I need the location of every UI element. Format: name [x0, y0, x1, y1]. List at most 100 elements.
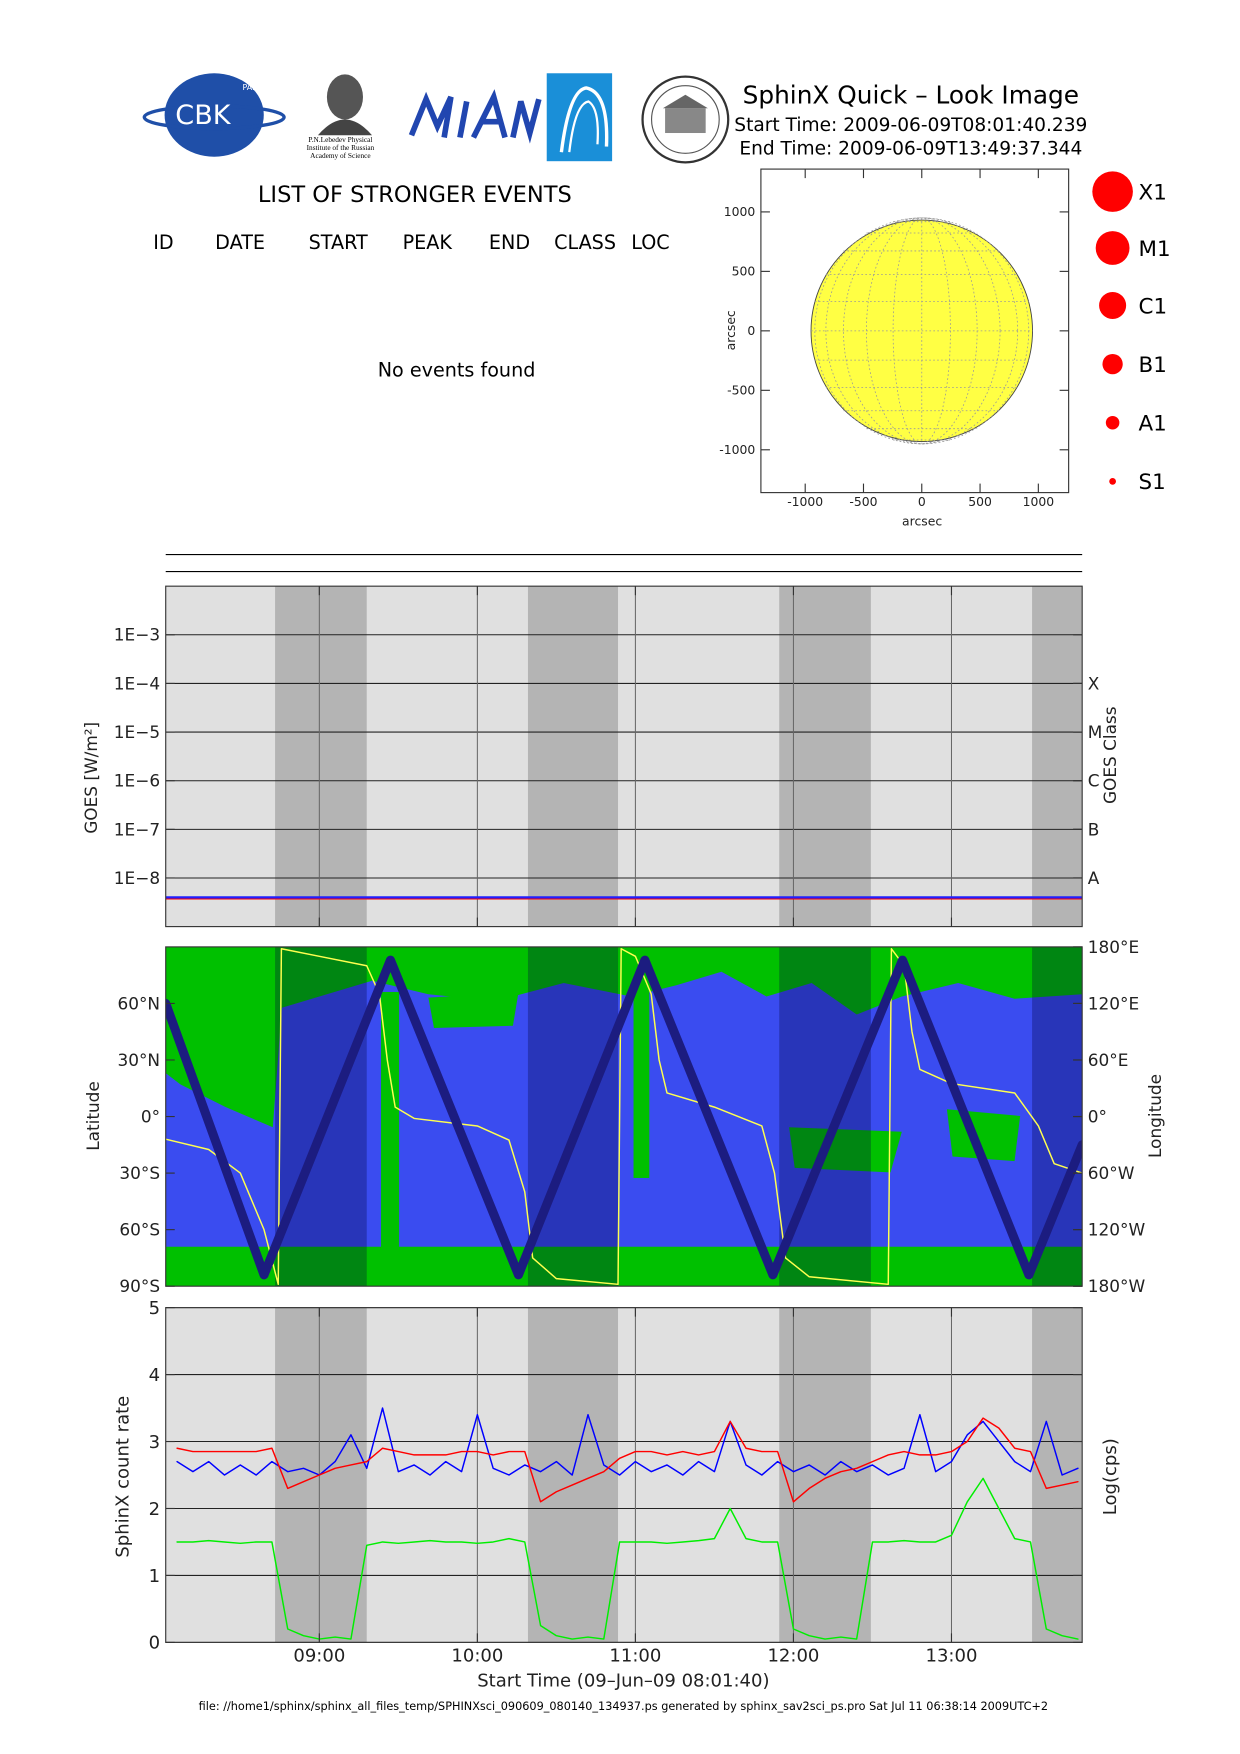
- x-axis-title: arcsec: [902, 513, 942, 528]
- logo-text: P.N.Lebedev Physical Institute of the Rus…: [307, 135, 375, 160]
- column-header: LOC: [631, 231, 669, 254]
- title: SphinX Quick – Look Image: [743, 81, 1079, 110]
- x-tick-label: 10:00: [451, 1646, 503, 1667]
- end-time: End Time: 2009-06-09T13:49:37.344: [739, 138, 1082, 159]
- legend-label: B1: [1139, 353, 1167, 378]
- logo-line: P.N.Lebedev Physical: [308, 135, 372, 144]
- x-tick-label: 12:00: [767, 1646, 819, 1667]
- legend-marker: [1099, 291, 1127, 320]
- y-axis-title: SphinX count rate: [113, 1396, 134, 1558]
- logo-text: PAN: [242, 83, 258, 92]
- y2-tick-label: M: [1088, 722, 1103, 742]
- y-tick-label: 2: [149, 1499, 160, 1520]
- column-header: ID: [153, 231, 173, 254]
- y2-tick-label: 60°W: [1088, 1163, 1135, 1183]
- y2-tick-label: 0°: [1088, 1106, 1107, 1126]
- y2-tick-label: 180°W: [1088, 1276, 1146, 1296]
- y-tick-label: 60°N: [118, 993, 161, 1013]
- x-tick-label: 1000: [1023, 494, 1055, 509]
- plot-frame: [165, 585, 1083, 928]
- y-tick-label: 1E−8: [114, 868, 160, 888]
- y-tick-label: 1000: [724, 204, 756, 219]
- x-axis-title: Start Time (09–Jun–09 08:01:40): [477, 1670, 769, 1691]
- plot-area: [165, 1307, 1083, 1643]
- y-tick-label: 30°N: [118, 1050, 161, 1070]
- eclipse-band: [275, 946, 367, 1287]
- y2-axis-title: Log(cps): [1100, 1438, 1121, 1515]
- start-time: Start Time: 2009-06-09T08:01:40.239: [734, 115, 1087, 136]
- plot-area: [165, 946, 1083, 1287]
- plot-area: [165, 586, 1083, 927]
- y-tick-label: 1E−6: [114, 771, 160, 791]
- y-tick-label: 30°S: [119, 1163, 160, 1183]
- y-tick-label: 3: [149, 1432, 160, 1453]
- column-header: END: [489, 231, 530, 254]
- x-tick-label: -500: [849, 494, 877, 509]
- y-axis-title: Latitude: [83, 1081, 103, 1151]
- logo-seal: [641, 75, 730, 164]
- series-line: [176, 1417, 1079, 1503]
- logo-text: CBK: [175, 100, 231, 131]
- legend-marker: [1102, 353, 1123, 375]
- legend-label: C1: [1139, 294, 1168, 319]
- legend-label: X1: [1139, 181, 1167, 206]
- plot-area: [810, 217, 1033, 445]
- y-tick-label: 0: [149, 1633, 160, 1654]
- y-axis-title: arcsec: [723, 310, 738, 350]
- y-tick-label: 0°: [141, 1106, 160, 1126]
- logo-cbk: CBK PAN: [142, 73, 286, 157]
- y-tick-label: 4: [149, 1365, 160, 1386]
- y-tick-label: 0: [747, 323, 755, 338]
- x-tick-label: 09:00: [293, 1646, 345, 1667]
- y-tick-label: 1E−5: [114, 722, 160, 742]
- logo-mian: [408, 89, 542, 144]
- footer: file: //home1/sphinx/sphinx_all_files_te…: [199, 1700, 1048, 1713]
- y-tick-label: 500: [732, 264, 756, 279]
- y2-tick-label: A: [1088, 868, 1100, 888]
- series-line: [165, 955, 1083, 1280]
- eclipse-band: [527, 946, 619, 1287]
- legend-marker: [1095, 231, 1130, 265]
- y2-tick-label: 120°W: [1088, 1220, 1146, 1240]
- eclipse-band: [275, 586, 367, 927]
- series-line: [165, 948, 1083, 1286]
- y2-axis-title: GOES Class: [1100, 706, 1120, 804]
- x-tick-label: 0: [918, 494, 926, 509]
- y2-tick-label: B: [1088, 819, 1100, 839]
- legend-marker: [1092, 171, 1133, 212]
- y-tick-label: 1: [149, 1566, 160, 1587]
- logo-ikd: [546, 73, 613, 162]
- map-regions: [165, 946, 1083, 1287]
- y2-tick-label: 60°E: [1088, 1050, 1129, 1070]
- series-line: [176, 1407, 1079, 1476]
- y-tick-label: 1E−4: [114, 673, 160, 693]
- legend-label: M1: [1139, 237, 1171, 262]
- legend-label: A1: [1139, 412, 1167, 437]
- y2-tick-label: 120°E: [1088, 993, 1139, 1013]
- x-tick-label: 11:00: [609, 1646, 661, 1667]
- eclipse-band: [779, 586, 871, 927]
- legend-marker: [1109, 477, 1116, 485]
- x-tick-label: -1000: [787, 494, 823, 509]
- y2-axis-title: Longitude: [1145, 1074, 1165, 1158]
- y-axis-title: GOES [W/m²]: [81, 722, 101, 834]
- logo-line: Institute of the Russian: [307, 143, 375, 152]
- events-message: No events found: [378, 359, 536, 382]
- legend-label: S1: [1139, 470, 1166, 495]
- column-header: CLASS: [554, 231, 616, 254]
- y-tick-label: 60°S: [119, 1220, 160, 1240]
- eclipse-band: [527, 586, 619, 927]
- eclipse-band: [527, 1307, 619, 1643]
- events-title: LIST OF STRONGER EVENTS: [258, 182, 572, 208]
- eclipse-band: [1032, 586, 1083, 927]
- y2-tick-label: 180°E: [1088, 937, 1139, 957]
- column-header: START: [309, 231, 368, 254]
- x-tick-label: 500: [968, 494, 992, 509]
- plot-frame: [165, 1307, 1083, 1643]
- y-tick-label: 5: [149, 1298, 160, 1319]
- column-header: PEAK: [403, 231, 453, 254]
- y-tick-label: 90°S: [119, 1276, 160, 1296]
- y2-tick-label: X: [1088, 673, 1100, 693]
- y-tick-label: 1E−3: [114, 625, 160, 645]
